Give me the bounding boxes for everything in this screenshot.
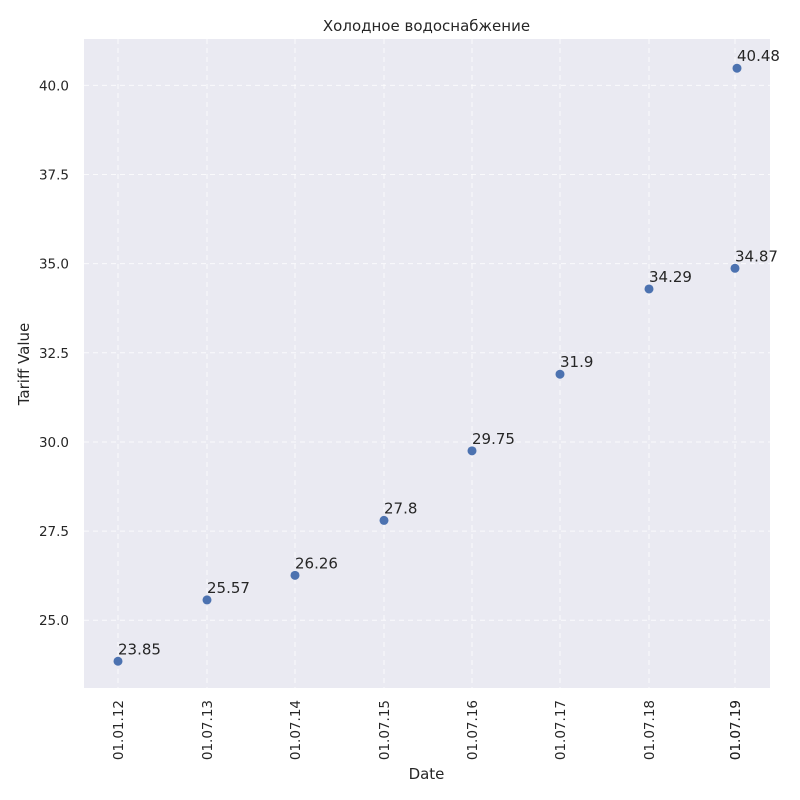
data-points	[113, 63, 742, 666]
x-tick-label: 01.07.19	[728, 700, 744, 760]
x-axis-ticks: 01.01.12 01.07.13 01.07.14 01.07.15 01.07.16…	[111, 700, 744, 760]
y-axis-label: Tariff Value	[15, 323, 33, 407]
chart-title: Холодное водоснабжение	[323, 17, 530, 35]
data-label: 26.26	[295, 554, 338, 572]
data-point	[113, 656, 123, 666]
x-tick-label: 01.07.13	[200, 700, 216, 760]
x-tick-label: 01.01.12	[111, 700, 127, 760]
y-tick-label: 30.0	[39, 435, 69, 451]
data-label: 29.75	[472, 430, 515, 448]
data-label: 34.29	[649, 268, 692, 286]
data-point	[290, 570, 300, 580]
x-tick-label: 01.07.17	[553, 700, 569, 760]
y-axis-ticks: 25.0 27.5 30.0 32.5 35.0 37.5 40.0	[39, 78, 69, 629]
data-label: 27.8	[384, 499, 417, 517]
y-tick-label: 35.0	[39, 257, 69, 273]
data-point	[379, 515, 389, 525]
y-tick-label: 25.0	[39, 613, 69, 629]
data-point	[732, 63, 742, 73]
x-tick-label: 01.07.14	[288, 700, 304, 760]
data-label: 34.87	[735, 247, 778, 265]
data-labels: 23.85 25.57 26.26 27.8 29.75 31.9 34.29 34.87 40…	[118, 47, 780, 658]
data-point	[644, 284, 654, 294]
x-tick-label: 01.07.19	[728, 700, 744, 760]
data-label: 31.9	[560, 353, 593, 371]
data-point	[730, 263, 740, 273]
x-tick-label: 01.07.16	[465, 700, 481, 760]
data-point	[555, 369, 565, 379]
grid-layer	[84, 39, 770, 688]
data-point	[467, 446, 477, 456]
x-tick-label: 01.07.15	[377, 700, 393, 760]
y-tick-label: 32.5	[39, 346, 69, 362]
plot-area	[84, 39, 770, 688]
y-tick-label: 37.5	[39, 168, 69, 184]
data-label: 40.48	[737, 47, 780, 65]
y-tick-label: 40.0	[39, 78, 69, 94]
x-tick-label: 01.07.18	[642, 700, 658, 760]
x-axis-label: Date	[409, 765, 445, 783]
data-label: 23.85	[118, 640, 161, 658]
y-tick-label: 27.5	[39, 524, 69, 540]
data-label: 25.57	[207, 579, 250, 597]
data-point	[202, 595, 212, 605]
